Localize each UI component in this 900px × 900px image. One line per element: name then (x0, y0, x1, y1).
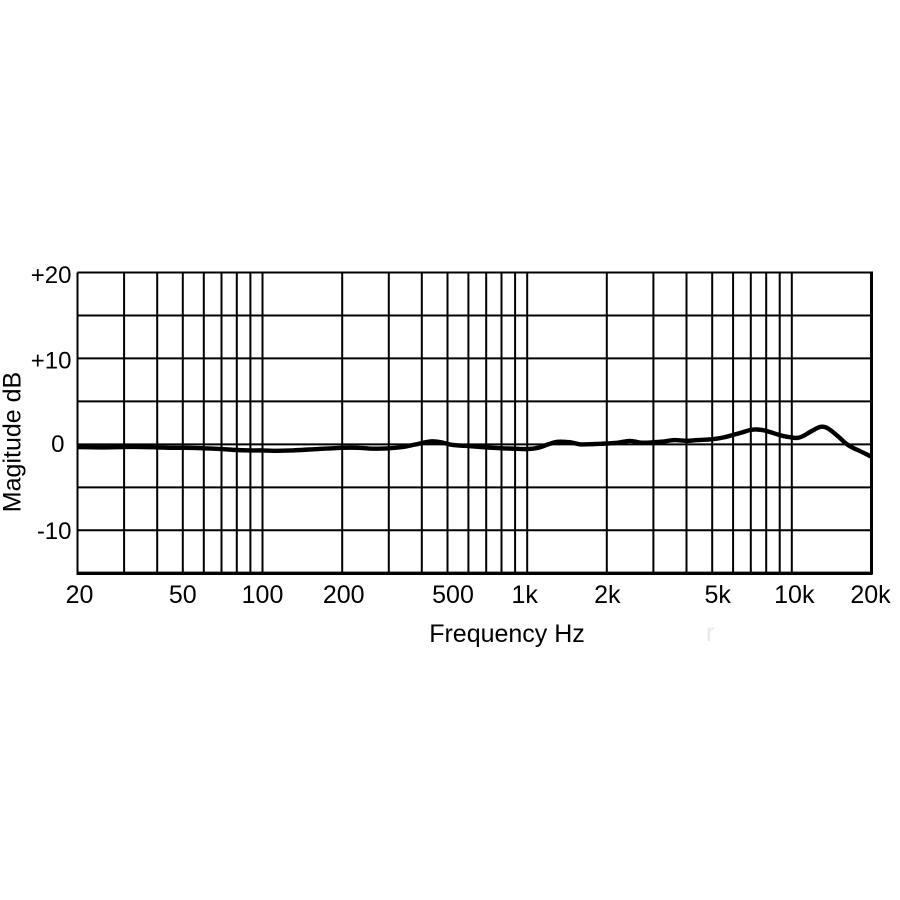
svg-text:r: r (706, 619, 714, 647)
svg-text:200: 200 (323, 581, 365, 609)
svg-text:10k: 10k (774, 581, 815, 609)
svg-text:20k: 20k (850, 581, 891, 609)
svg-text:Frequency Hz: Frequency Hz (429, 620, 585, 648)
svg-text:+20: +20 (31, 262, 72, 289)
svg-text:1k: 1k (511, 581, 538, 609)
svg-text:-10: -10 (37, 518, 72, 545)
svg-text:5k: 5k (704, 581, 731, 609)
svg-text:+10: +10 (31, 347, 72, 374)
svg-text:0: 0 (51, 431, 64, 458)
svg-text:20: 20 (66, 581, 94, 609)
svg-text:100: 100 (242, 581, 284, 609)
svg-text:Magitude dB: Magitude dB (0, 372, 27, 512)
svg-text:2k: 2k (594, 581, 621, 609)
svg-text:50: 50 (169, 581, 197, 609)
svg-text:500: 500 (432, 581, 474, 609)
